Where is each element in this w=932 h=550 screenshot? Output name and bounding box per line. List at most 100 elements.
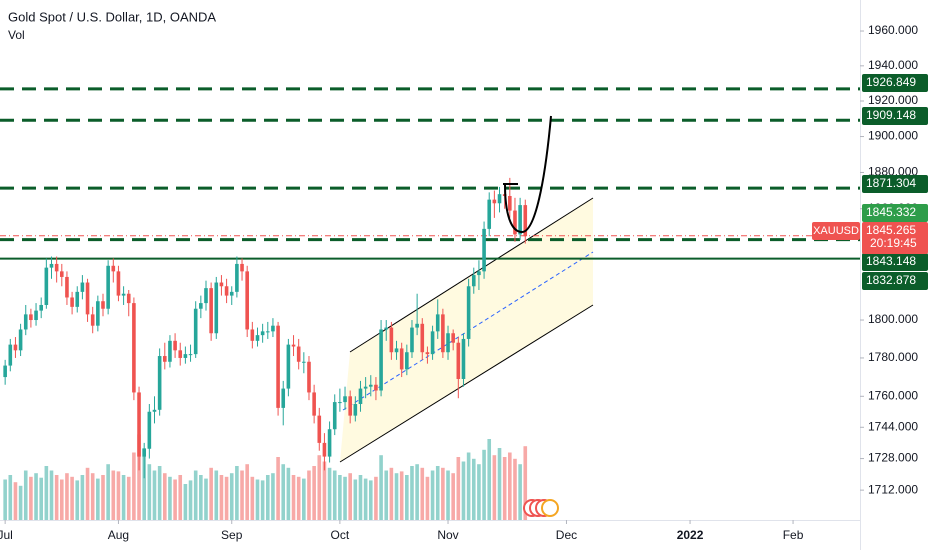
chart-title: Gold Spot / U.S. Dollar, 1D, OANDA bbox=[8, 9, 216, 24]
volume-bar bbox=[322, 461, 327, 520]
candle-body bbox=[49, 263, 54, 268]
candle-body bbox=[508, 195, 512, 211]
candle-body bbox=[96, 301, 100, 326]
volume-bar bbox=[101, 475, 105, 520]
event-icons bbox=[523, 499, 559, 517]
x-tick-label: Dec bbox=[556, 528, 577, 542]
level-label: 1843.148 bbox=[866, 254, 916, 268]
candle-body bbox=[219, 282, 224, 287]
level-badge bbox=[862, 272, 928, 290]
candle-body bbox=[260, 331, 265, 336]
volume-bar bbox=[39, 477, 43, 520]
volume-bar bbox=[250, 476, 255, 520]
candle-body bbox=[281, 388, 286, 408]
candle-body bbox=[147, 411, 152, 449]
volume-bar bbox=[302, 478, 306, 520]
candle-body bbox=[80, 282, 85, 292]
price-badge bbox=[862, 222, 928, 254]
candle-body bbox=[415, 323, 419, 328]
y-tick-label: 1712.000 bbox=[868, 482, 918, 496]
candle-body bbox=[111, 265, 116, 272]
volume-bar bbox=[379, 455, 383, 520]
volume-bar bbox=[132, 452, 136, 520]
candle-body bbox=[497, 194, 502, 204]
candle-body bbox=[291, 344, 296, 347]
candle-body bbox=[199, 303, 203, 309]
volume-bar bbox=[199, 475, 203, 520]
volume-bar bbox=[106, 464, 110, 520]
level-label: 1926.849 bbox=[866, 75, 916, 89]
level-label: 1909.148 bbox=[866, 108, 916, 122]
candle-body bbox=[235, 263, 239, 292]
candle-body bbox=[456, 342, 461, 379]
candle-body bbox=[65, 276, 69, 298]
candle-body bbox=[39, 304, 43, 311]
volume-bar bbox=[75, 480, 80, 520]
candle-body bbox=[193, 308, 198, 355]
volume-bar bbox=[312, 466, 316, 520]
volume-bar bbox=[497, 448, 502, 520]
volume-bar bbox=[111, 470, 116, 520]
candle-body bbox=[18, 329, 23, 351]
price-label: 1845.265 bbox=[866, 223, 916, 237]
candle-body bbox=[142, 448, 146, 457]
candle-body bbox=[394, 348, 399, 353]
volume-bar bbox=[188, 480, 193, 520]
candle-body bbox=[312, 392, 316, 416]
candle-body bbox=[276, 325, 280, 408]
channel-lower bbox=[339, 304, 594, 463]
symbol-label: XAUUSD bbox=[813, 225, 859, 237]
volume-bar bbox=[487, 439, 492, 520]
volume-bar bbox=[96, 478, 100, 520]
candle-body bbox=[204, 288, 208, 304]
level-label: 1832.878 bbox=[866, 273, 916, 287]
volume-bar bbox=[482, 449, 486, 520]
candle-body bbox=[8, 344, 13, 366]
candle-body bbox=[132, 303, 136, 393]
y-tick-label: 1728.000 bbox=[868, 451, 918, 465]
candle-body bbox=[513, 210, 517, 235]
volume-bar bbox=[224, 476, 229, 520]
candle-body bbox=[487, 199, 492, 229]
candle-body bbox=[296, 346, 301, 362]
candle-body bbox=[461, 338, 466, 379]
candle-body bbox=[399, 348, 404, 370]
x-tick-label: Jul bbox=[0, 528, 13, 542]
candle-body bbox=[255, 335, 260, 341]
candle-body bbox=[101, 301, 105, 309]
volume-bar bbox=[451, 473, 455, 520]
volume-bar bbox=[384, 470, 389, 520]
volume-bar bbox=[147, 464, 152, 520]
candle-body bbox=[106, 265, 110, 309]
candle-body bbox=[435, 314, 440, 332]
candle-body bbox=[317, 415, 322, 443]
volume-bar bbox=[523, 446, 528, 520]
countdown-label: 20:19:45 bbox=[870, 236, 917, 250]
volume-bar bbox=[271, 473, 275, 520]
volume-bar bbox=[415, 464, 419, 520]
candle-body bbox=[23, 314, 28, 330]
candle-body bbox=[441, 314, 445, 353]
y-tick-label: 1744.000 bbox=[868, 419, 918, 433]
volume-bar bbox=[471, 458, 476, 520]
candle-body bbox=[518, 205, 522, 235]
level-badge bbox=[862, 107, 928, 125]
y-tick-label: 1780.000 bbox=[868, 350, 918, 364]
volume-pane bbox=[3, 434, 528, 520]
candle-body bbox=[162, 356, 167, 362]
volume-bar bbox=[502, 457, 507, 520]
volume-bar bbox=[178, 475, 183, 520]
volume-bar bbox=[54, 475, 59, 520]
candle-body bbox=[492, 199, 497, 204]
candle-body bbox=[157, 356, 162, 410]
volume-bar bbox=[245, 464, 249, 520]
volume-bar bbox=[18, 485, 23, 520]
candle-body bbox=[34, 310, 38, 321]
volume-bar bbox=[49, 470, 54, 520]
candle-body bbox=[348, 396, 352, 416]
volume-bar bbox=[80, 475, 85, 520]
volume-bar bbox=[296, 476, 301, 520]
candle-body bbox=[332, 402, 337, 430]
volume-bar bbox=[399, 471, 404, 520]
